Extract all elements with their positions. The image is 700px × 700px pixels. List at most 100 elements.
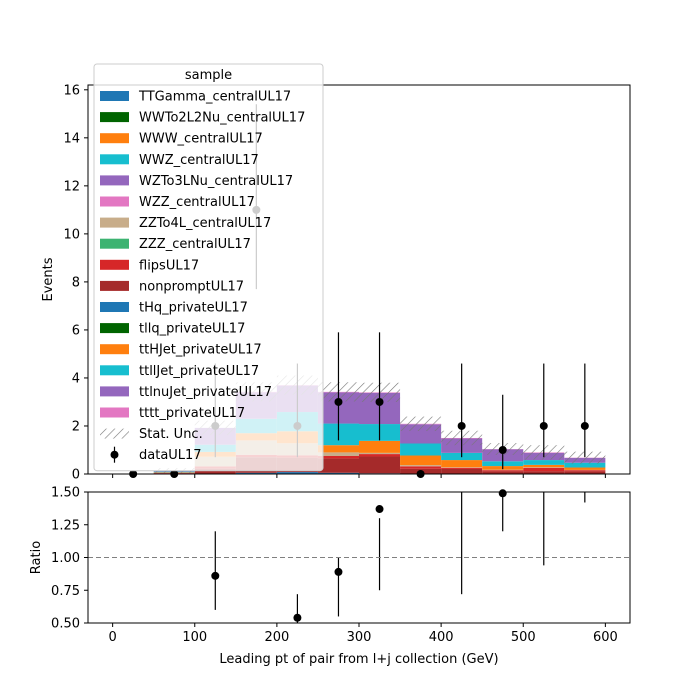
- y-tick-top-label-0: 0: [72, 468, 80, 483]
- ratio-point-0: [211, 571, 220, 580]
- x-tick-bottom-label-0: 0: [108, 630, 116, 645]
- legend-label-10: tHq_privateUL17: [139, 301, 248, 316]
- main-y-ticks: 0 2 4 6 8 10 12 14 16: [63, 83, 88, 483]
- x-tick-bottom-label-5: 500: [511, 630, 536, 645]
- y-tick-bottom-label-4: 1.50: [51, 486, 80, 501]
- stack-bar-2-bin-7: [400, 466, 442, 469]
- y-tick-top-label-7: 14: [63, 131, 80, 146]
- legend-swatch-1: [100, 112, 129, 123]
- legend-swatch-9: [100, 280, 129, 291]
- legend-label-13: ttllJet_privateUL17: [139, 364, 259, 379]
- legend-swatch-11: [100, 323, 129, 334]
- legend-swatch-8: [100, 259, 129, 270]
- stack-bar-4-bin-5: [317, 445, 359, 453]
- legend-swatch-6: [100, 217, 129, 228]
- ratio-point-3: [375, 505, 384, 514]
- legend-label-7: ZZZ_centralUL17: [139, 237, 251, 252]
- stack-bar-4-bin-7: [400, 455, 442, 466]
- y-tick-top-label-4: 8: [72, 275, 80, 290]
- legend-label-2: WWW_centralUL17: [139, 132, 263, 147]
- legend-swatch-3: [100, 154, 129, 165]
- ratio-x-ticks: 0 100 200 300 400 500 600: [108, 623, 618, 645]
- data-point-11: [580, 421, 589, 430]
- legend-swatch-15: [100, 407, 129, 418]
- stack-bar-2-bin-8: [441, 467, 483, 469]
- ratio-plot-data: [211, 489, 586, 623]
- legend-swatch-10: [100, 302, 129, 312]
- stack-bar-4-bin-10: [523, 464, 565, 468]
- legend-label-17: dataUL17: [139, 448, 202, 463]
- stat-unc-bin-7: [400, 416, 442, 432]
- ratio-point-4: [498, 489, 507, 498]
- y-axis-label-bottom: Ratio: [29, 541, 44, 574]
- main-x-ticks: [112, 474, 606, 478]
- y-tick-bottom-label-2: 1.00: [51, 551, 80, 566]
- y-tick-top-label-1: 2: [72, 419, 80, 434]
- legend-swatch-12: [100, 344, 129, 355]
- x-tick-bottom-label-3: 300: [347, 630, 372, 645]
- legend-swatch-16: [100, 428, 129, 439]
- stack-bar-4-bin-11: [564, 467, 606, 470]
- legend: sample TTGamma_centralUL17 WWTo2L2Nu_centr…: [93, 63, 324, 472]
- stack-bar-1-bin-6: [359, 456, 401, 474]
- legend-label-16: Stat. Unc.: [139, 427, 203, 442]
- legend-swatch-2: [100, 133, 129, 144]
- stack-bar-2-bin-9: [482, 470, 524, 472]
- legend-label-5: WZZ_centralUL17: [139, 195, 255, 210]
- x-tick-bottom-label-1: 100: [182, 630, 207, 645]
- legend-box: [93, 63, 324, 472]
- stack-bar-5-bin-7: [400, 443, 442, 456]
- legend-swatch-13: [100, 365, 129, 376]
- stack-bar-2-bin-5: [317, 455, 359, 459]
- legend-label-6: ZZTo4L_centralUL17: [139, 216, 271, 231]
- legend-marker-17: [110, 450, 119, 459]
- legend-label-1: WWTo2L2Nu_centralUL17: [139, 111, 305, 126]
- legend-label-3: WWZ_centralUL17: [139, 153, 259, 168]
- stack-bar-0-bin-4: [276, 472, 318, 474]
- legend-label-14: ttlnuJet_privateUL17: [139, 385, 272, 400]
- data-point-6: [375, 397, 384, 406]
- x-tick-bottom-label-2: 200: [264, 630, 289, 645]
- stack-bar-4-bin-6: [359, 440, 401, 453]
- legend-label-9: nonpromptUL17: [139, 279, 244, 294]
- legend-swatch-0: [100, 91, 129, 101]
- y-tick-top-label-5: 10: [63, 227, 80, 242]
- stack-bar-1-bin-11: [564, 471, 606, 474]
- stack-bar-2-bin-10: [523, 467, 565, 472]
- stack-bar-3-bin-6: [359, 452, 401, 455]
- legend-label-0: TTGamma_centralUL17: [138, 90, 291, 105]
- legend-swatch-5: [100, 196, 129, 207]
- stack-bar-5-bin-10: [523, 460, 565, 465]
- data-point-10: [539, 421, 548, 430]
- stack-bar-2-bin-6: [359, 454, 401, 457]
- stack-bar-1-bin-8: [441, 468, 483, 474]
- legend-swatch-14: [100, 386, 129, 397]
- legend-label-8: flipsUL17: [139, 258, 199, 273]
- y-tick-top-label-3: 6: [72, 323, 80, 338]
- stack-bar-0-bin-5: [317, 472, 359, 474]
- y-tick-top-label-2: 4: [72, 371, 80, 386]
- ratio-point-2: [334, 567, 343, 576]
- y-axis-label-top: Events: [41, 257, 56, 301]
- stat-unc-bin-11: [564, 451, 606, 464]
- y-tick-top-label-6: 12: [63, 179, 80, 194]
- ratio-point-1: [293, 613, 302, 622]
- stack-bar-3-bin-5: [317, 452, 359, 456]
- stack-bar-3-bin-7: [400, 465, 442, 467]
- stack-bar-0-bin-3: [235, 472, 277, 474]
- data-point-9: [498, 445, 507, 454]
- y-tick-top-label-8: 16: [63, 83, 80, 98]
- stack-bar-5-bin-11: [564, 462, 606, 468]
- legend-swatch-7: [100, 238, 129, 249]
- y-tick-bottom-label-0: 0.50: [51, 617, 80, 632]
- y-tick-bottom-label-3: 1.25: [51, 518, 80, 533]
- legend-label-12: ttHJet_privateUL17: [139, 343, 262, 358]
- data-point-8: [457, 421, 466, 430]
- x-axis-label: Leading pt of pair from l+j collection (…: [219, 652, 498, 667]
- legend-label-15: tttt_privateUL17: [139, 406, 245, 421]
- stack-bar-1-bin-9: [482, 471, 524, 474]
- legend-label-11: tllq_privateUL17: [139, 322, 245, 337]
- x-tick-bottom-label-6: 600: [593, 630, 618, 645]
- y-tick-bottom-label-1: 0.75: [51, 584, 80, 599]
